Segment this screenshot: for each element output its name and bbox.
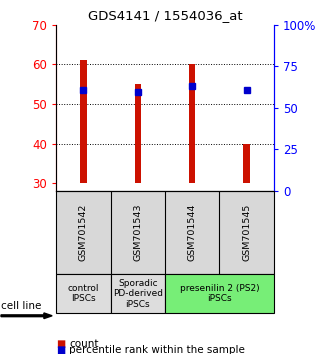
Text: control
IPSCs: control IPSCs xyxy=(68,284,99,303)
Text: GSM701542: GSM701542 xyxy=(79,204,88,261)
Text: ■: ■ xyxy=(56,346,66,354)
Text: presenilin 2 (PS2)
iPSCs: presenilin 2 (PS2) iPSCs xyxy=(180,284,259,303)
Bar xyxy=(165,274,274,313)
Bar xyxy=(135,84,141,183)
Text: cell line: cell line xyxy=(1,301,41,311)
Text: GSM701545: GSM701545 xyxy=(242,204,251,261)
Title: GDS4141 / 1554036_at: GDS4141 / 1554036_at xyxy=(88,9,242,22)
Text: Sporadic
PD-derived
iPSCs: Sporadic PD-derived iPSCs xyxy=(113,279,163,309)
Text: GSM701544: GSM701544 xyxy=(188,204,197,261)
Text: GSM701543: GSM701543 xyxy=(133,204,142,261)
Bar xyxy=(80,61,86,183)
Bar xyxy=(189,64,195,183)
Bar xyxy=(56,274,111,313)
Text: ■: ■ xyxy=(56,339,66,349)
Text: percentile rank within the sample: percentile rank within the sample xyxy=(69,346,245,354)
Bar xyxy=(244,143,250,183)
Text: count: count xyxy=(69,339,99,349)
Bar xyxy=(111,274,165,313)
